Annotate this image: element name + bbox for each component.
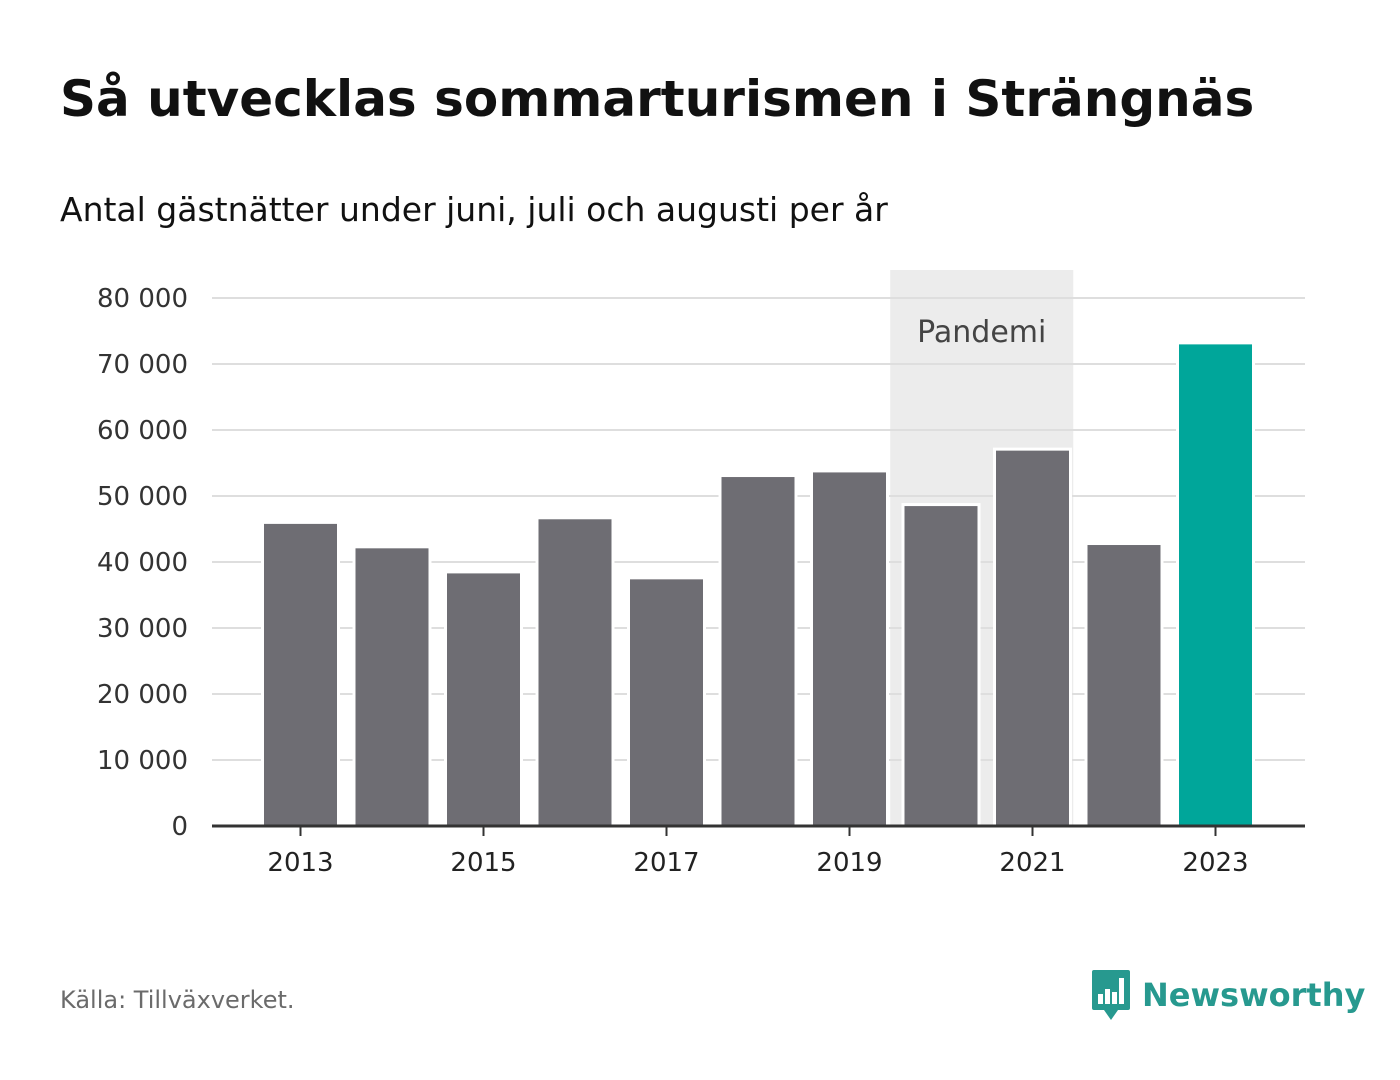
source-note: Källa: Tillväxverket. — [60, 986, 295, 1014]
newsworthy-logo: Newsworthy — [1090, 968, 1365, 1022]
y-tick-label: 50 000 — [97, 482, 188, 512]
y-tick-label: 0 — [171, 812, 188, 842]
y-tick-label: 70 000 — [97, 350, 188, 380]
y-tick-label: 60 000 — [97, 416, 188, 446]
bar-chart: Pandemi 0 10 000 20 000 30 000 40 000 50 000 6… — [97, 270, 1305, 878]
bar-2015 — [444, 570, 523, 828]
bar-2021 — [993, 447, 1072, 828]
bar-2019 — [810, 469, 889, 828]
bars — [261, 341, 1255, 828]
chart-subtitle: Antal gästnätter under juni, juli och au… — [60, 190, 888, 229]
bar-2014 — [352, 545, 432, 828]
y-tick-label: 80 000 — [97, 284, 188, 314]
axes: 0 10 000 20 000 30 000 40 000 50 000 60 000 70 … — [97, 284, 1305, 878]
bar-2013 — [261, 520, 340, 828]
x-tick-label: 2023 — [1182, 848, 1248, 878]
y-tick-label: 20 000 — [97, 680, 188, 710]
y-tick-label: 40 000 — [97, 548, 188, 578]
bar-2018 — [718, 474, 798, 828]
x-tick-label: 2017 — [633, 848, 699, 878]
x-tick-label: 2021 — [999, 848, 1065, 878]
y-tick-label: 30 000 — [97, 614, 188, 644]
x-tick-label: 2013 — [267, 848, 333, 878]
x-tick-label: 2019 — [816, 848, 882, 878]
bar-2016 — [535, 516, 615, 828]
y-tick-label: 10 000 — [97, 746, 188, 776]
pandemic-label: Pandemi — [917, 315, 1046, 350]
bar-2022 — [1084, 542, 1164, 828]
x-tick-label: 2015 — [450, 848, 516, 878]
bar-2017 — [627, 576, 706, 828]
bar-2023 — [1176, 341, 1255, 828]
newsworthy-logo-text: Newsworthy — [1142, 976, 1366, 1014]
newsworthy-logo-icon — [1092, 970, 1130, 1020]
chart-title: Så utvecklas sommarturismen i Strängnäs — [60, 70, 1255, 128]
bar-2020 — [901, 503, 981, 828]
